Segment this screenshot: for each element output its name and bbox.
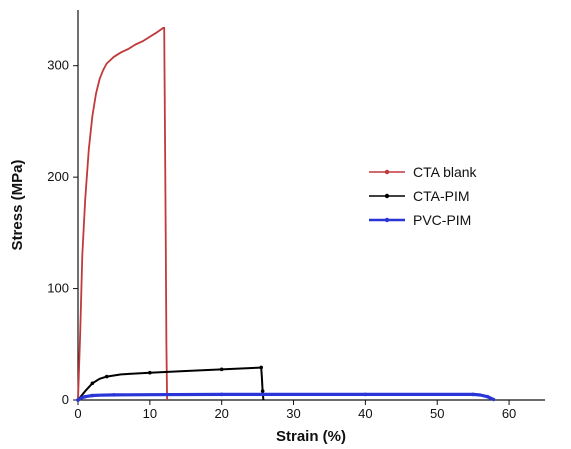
x-tick-label: 50: [430, 406, 444, 421]
data-point: [83, 394, 87, 399]
series-pvc-pim: [76, 392, 496, 402]
x-tick-label: 40: [358, 406, 372, 421]
series-layer: [76, 26, 496, 402]
x-axis-title: Strain (%): [276, 428, 346, 445]
x-tick-label: 30: [286, 406, 300, 421]
data-point: [76, 398, 80, 402]
data-point: [148, 370, 152, 375]
y-axis-title: Stress (MPa): [9, 160, 26, 251]
legend: CTA blank CTA-PIM PVC-PIM: [369, 164, 478, 228]
data-point: [90, 393, 95, 398]
legend-marker: [384, 193, 390, 199]
data-point: [471, 392, 475, 397]
data-point: [259, 365, 264, 370]
x-tick-label: 20: [214, 406, 228, 421]
data-point: [112, 393, 116, 397]
y-tick-label: 200: [47, 169, 69, 184]
data-point: [90, 381, 95, 386]
legend-label: CTA-PIM: [413, 188, 470, 204]
legend-marker: [384, 169, 390, 175]
x-tick-label: 10: [143, 406, 157, 421]
data-point: [363, 392, 368, 397]
series-cta-blank: [77, 26, 168, 401]
series-line: [77, 392, 496, 402]
x-tick-label: 60: [502, 406, 516, 421]
legend-label: CTA blank: [413, 164, 478, 180]
data-point: [260, 389, 265, 393]
data-point: [485, 394, 490, 399]
legend-label: PVC-PIM: [413, 212, 471, 228]
x-tick-label: 0: [74, 406, 81, 421]
series-line: [77, 26, 168, 401]
data-point: [219, 392, 224, 397]
x-ticks: 0 10 20 30 40 50 60: [74, 400, 516, 421]
data-point: [104, 374, 109, 379]
y-tick-label: 0: [62, 392, 69, 407]
legend-marker: [384, 217, 390, 223]
y-ticks: 0 100 200 300: [47, 58, 78, 407]
y-tick-label: 100: [47, 281, 69, 296]
data-point: [219, 367, 224, 372]
y-tick-label: 300: [47, 58, 69, 73]
axes: [77, 10, 545, 401]
